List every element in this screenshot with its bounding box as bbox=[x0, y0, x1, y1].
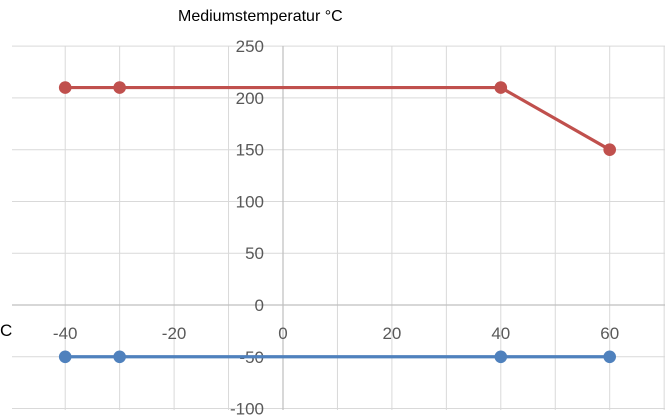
y-tick-label: 200 bbox=[236, 89, 264, 108]
x-tick-label: 40 bbox=[491, 324, 510, 343]
series-0-point bbox=[58, 81, 72, 94]
y-tick-label: 50 bbox=[245, 244, 264, 263]
y-tick-label: -100 bbox=[230, 400, 264, 415]
x-axis-title-fragment: C bbox=[0, 321, 13, 340]
y-tick-label: 250 bbox=[236, 37, 264, 56]
series-1-point bbox=[113, 350, 126, 364]
series-0-point bbox=[494, 81, 508, 94]
x-tick-label: 0 bbox=[278, 324, 287, 343]
x-tick-label: 20 bbox=[382, 324, 401, 343]
axes bbox=[12, 46, 665, 410]
x-tick-label: 60 bbox=[600, 324, 619, 343]
series-line-0 bbox=[65, 85, 611, 152]
y-tick-label: 150 bbox=[236, 141, 264, 160]
data-series bbox=[58, 81, 616, 364]
x-tick-label: -20 bbox=[162, 324, 187, 343]
series-0-point bbox=[603, 143, 616, 156]
y-tick-label: 100 bbox=[236, 192, 264, 211]
series-1-point bbox=[603, 350, 616, 364]
y-axis-title: Mediumstemperatur °C bbox=[178, 8, 343, 25]
y-tick-label: 0 bbox=[255, 296, 264, 315]
series-1-point bbox=[58, 350, 72, 364]
series-1-point bbox=[494, 350, 508, 364]
x-tick-label: -40 bbox=[53, 324, 78, 343]
series-0-point bbox=[113, 81, 126, 94]
